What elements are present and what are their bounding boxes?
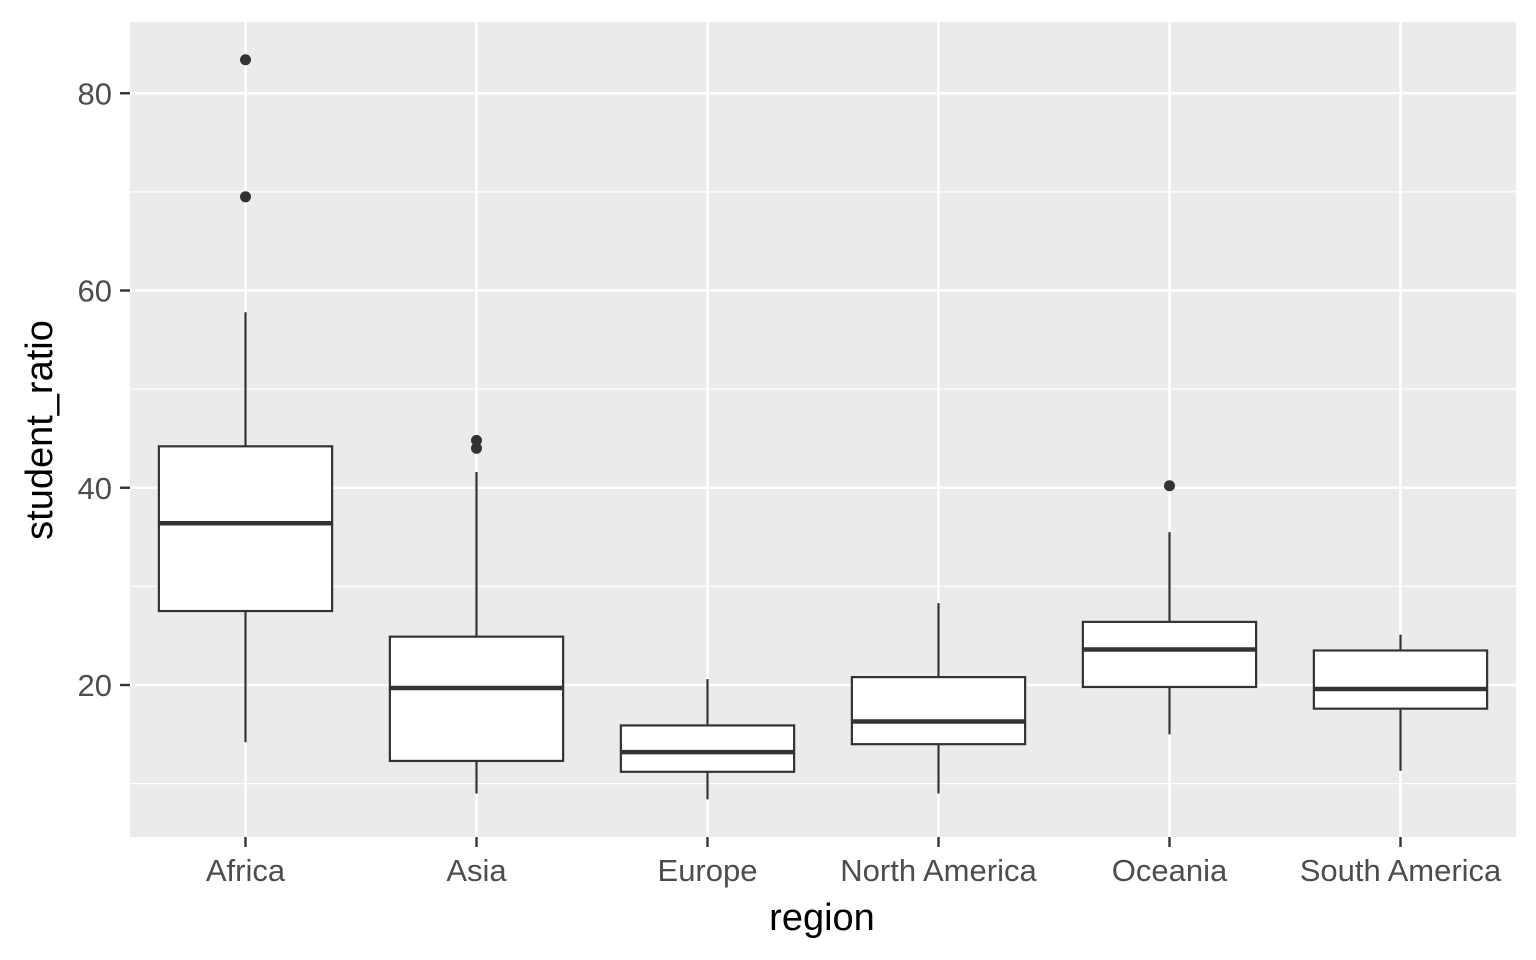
box-series [157, 54, 1489, 800]
y-axis-title: student_ratio [19, 320, 61, 540]
box-iqr [1312, 649, 1489, 710]
y-tick-label: 60 [78, 274, 112, 309]
x-tick-label: Asia [446, 853, 507, 888]
box-group [1081, 480, 1258, 735]
box-group [850, 603, 1027, 794]
y-tick-label: 20 [78, 668, 112, 703]
box-iqr [388, 635, 565, 763]
box-group [388, 434, 565, 794]
box-iqr [850, 676, 1027, 746]
x-tick-label: Europe [658, 853, 758, 888]
y-axis: 20 40 60 80 [78, 76, 130, 703]
box-group [157, 54, 334, 743]
outlier-point [1164, 480, 1175, 492]
x-tick-label: Africa [206, 853, 286, 888]
x-tick-label: South America [1300, 853, 1502, 888]
box-iqr [157, 445, 334, 613]
x-axis: Africa Asia Europe North America Oceania Sout… [206, 837, 1502, 888]
box-group [619, 679, 796, 800]
outlier-point [471, 442, 482, 454]
x-tick-label: Oceania [1112, 853, 1228, 888]
y-tick-label: 80 [78, 76, 112, 111]
x-axis-title: region [769, 897, 875, 939]
box-iqr [619, 724, 796, 773]
box-iqr [1081, 620, 1258, 689]
outlier-point [240, 54, 251, 66]
box-group [1312, 634, 1489, 771]
minor-gridlines [130, 191, 1516, 785]
outlier-point [240, 191, 251, 203]
x-tick-label: North America [840, 853, 1037, 888]
y-tick-label: 40 [78, 471, 112, 506]
outlier-point [471, 434, 482, 446]
panel-background [130, 22, 1516, 837]
